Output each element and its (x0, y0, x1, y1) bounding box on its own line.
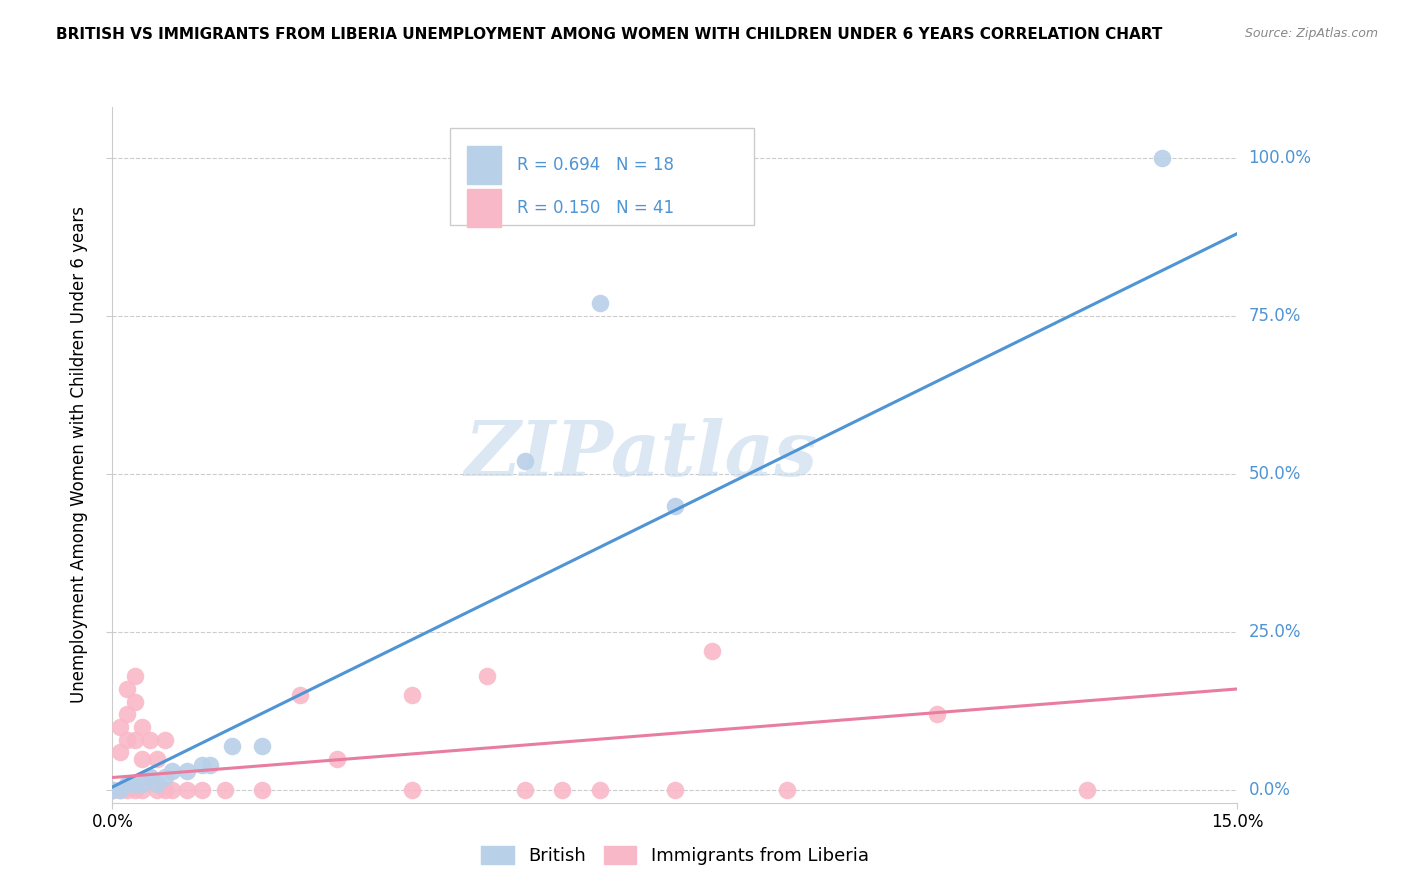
Text: 100.0%: 100.0% (1249, 149, 1312, 167)
Point (153, 783, 176, 797)
Legend: British, Immigrants from Liberia: British, Immigrants from Liberia (475, 840, 875, 871)
Point (176, 783, 198, 797)
Point (589, 783, 612, 797)
Point (146, 777, 169, 791)
Point (162, 783, 184, 797)
Text: Source: ZipAtlas.com: Source: ZipAtlas.com (1244, 27, 1378, 40)
Point (131, 751, 153, 765)
Point (131, 783, 153, 797)
Point (191, 757, 214, 772)
Point (108, 745, 131, 759)
Point (146, 783, 169, 797)
Point (401, 688, 423, 702)
Point (252, 739, 274, 753)
Point (139, 771, 162, 785)
Point (108, 720, 131, 734)
Point (477, 669, 499, 683)
Point (401, 783, 423, 797)
Point (551, 783, 574, 797)
Point (1076, 783, 1098, 797)
Point (191, 783, 214, 797)
Y-axis label: Unemployment Among Women with Children Under 6 years: Unemployment Among Women with Children U… (70, 206, 89, 704)
Point (664, 499, 686, 513)
Text: BRITISH VS IMMIGRANTS FROM LIBERIA UNEMPLOYMENT AMONG WOMEN WITH CHILDREN UNDER : BRITISH VS IMMIGRANTS FROM LIBERIA UNEMP… (56, 27, 1163, 42)
Point (108, 783, 131, 797)
Bar (467, 188, 501, 227)
Point (198, 757, 221, 772)
Point (513, 783, 536, 797)
Point (288, 688, 311, 702)
Text: 25.0%: 25.0% (1249, 623, 1301, 641)
Point (589, 296, 612, 310)
Point (108, 783, 131, 797)
Point (117, 777, 139, 791)
Point (131, 720, 153, 734)
Point (124, 695, 146, 709)
Point (513, 454, 536, 468)
Point (153, 771, 176, 785)
Point (146, 751, 169, 765)
Text: ZIPatlas: ZIPatlas (464, 418, 818, 491)
Point (221, 739, 243, 753)
Point (664, 783, 686, 797)
Point (101, 783, 124, 797)
Point (117, 681, 139, 696)
Point (101, 783, 124, 797)
Point (326, 751, 349, 765)
Point (252, 783, 274, 797)
Text: 75.0%: 75.0% (1249, 307, 1301, 325)
Point (124, 732, 146, 747)
Text: R = 0.150   N = 41: R = 0.150 N = 41 (517, 199, 675, 217)
Text: 0.0%: 0.0% (1249, 781, 1291, 799)
Text: 50.0%: 50.0% (1249, 465, 1301, 483)
Point (776, 783, 799, 797)
Point (117, 707, 139, 722)
Bar (467, 145, 501, 184)
Point (101, 783, 124, 797)
Point (124, 777, 146, 791)
Point (139, 732, 162, 747)
Point (214, 783, 236, 797)
Point (131, 777, 153, 791)
Point (139, 771, 162, 785)
Point (124, 783, 146, 797)
Point (927, 707, 949, 722)
Point (153, 732, 176, 747)
Point (101, 783, 124, 797)
Point (702, 644, 724, 658)
Point (162, 764, 184, 779)
Text: R = 0.694   N = 18: R = 0.694 N = 18 (517, 156, 675, 174)
Point (117, 732, 139, 747)
Point (124, 669, 146, 683)
Point (117, 783, 139, 797)
FancyBboxPatch shape (450, 128, 754, 226)
Point (1152, 151, 1174, 165)
Point (176, 764, 198, 779)
